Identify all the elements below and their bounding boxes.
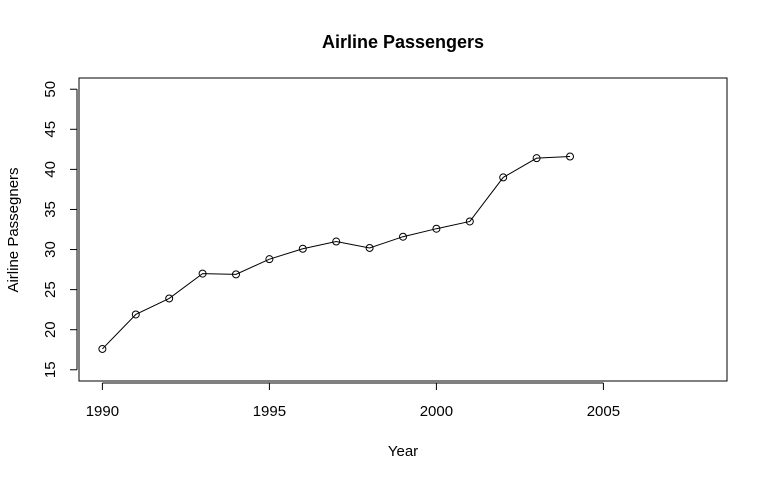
y-tick-label: 15 <box>42 361 59 378</box>
y-tick-label: 30 <box>42 241 59 258</box>
data-point <box>399 232 407 241</box>
x-axis: 1990 1995 2000 2005 <box>86 382 620 420</box>
data-point <box>165 294 174 303</box>
chart-title: Airline Passengers <box>322 32 484 52</box>
y-axis-label: Airline Passegners <box>5 167 22 292</box>
series-line <box>102 156 571 350</box>
x-tick-label: 2000 <box>420 403 453 420</box>
y-axis: 15 20 25 30 35 40 45 50 <box>42 81 78 378</box>
data-point <box>131 310 140 319</box>
y-tick-label: 20 <box>42 321 59 338</box>
data-point <box>98 344 107 353</box>
x-axis-label: Year <box>388 443 418 460</box>
y-tick-label: 50 <box>42 81 59 98</box>
data-point <box>566 152 575 161</box>
data-point <box>432 224 441 233</box>
plot-area-frame <box>78 77 728 382</box>
y-tick-label: 40 <box>42 161 59 178</box>
data-point <box>298 244 307 253</box>
data-point <box>265 255 274 264</box>
data-point <box>532 154 541 163</box>
y-tick-label: 25 <box>42 281 59 298</box>
data-point <box>499 173 508 182</box>
y-tick-label: 45 <box>42 121 59 138</box>
data-point <box>332 237 341 246</box>
x-tick-label: 1995 <box>253 403 286 420</box>
data-point <box>365 243 374 252</box>
x-tick-label: 1990 <box>86 403 119 420</box>
data-point <box>465 217 474 226</box>
x-tick-label: 2005 <box>587 403 620 420</box>
y-tick-label: 35 <box>42 201 59 218</box>
data-point <box>231 270 240 279</box>
data-point <box>198 269 207 278</box>
series-group <box>98 152 575 353</box>
